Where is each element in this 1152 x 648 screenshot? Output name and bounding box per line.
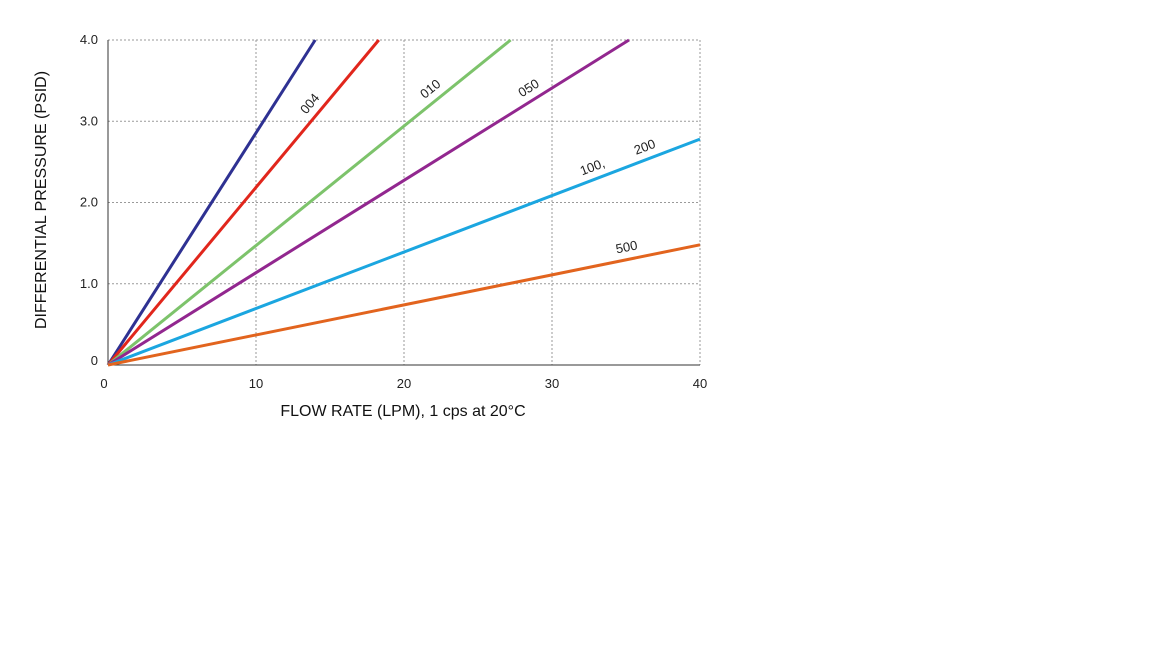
x-tick-label: 10 (249, 376, 263, 391)
x-tick-label: 30 (545, 376, 559, 391)
series-line (107, 38, 630, 367)
series-label-group: 500 (614, 237, 638, 256)
y-tick-label: 0 (91, 353, 98, 368)
series-line (107, 243, 701, 367)
axes: 0 1.0 2.0 3.0 4.0 0 10 20 30 40 (80, 32, 707, 391)
grid (108, 39, 701, 365)
series-label: 200 (632, 136, 658, 158)
x-tick-label: 20 (397, 376, 411, 391)
y-axis-label: DIFFERENTIAL PRESSURE (PSID) (33, 71, 50, 329)
y-tick-label: 2.0 (80, 195, 98, 210)
x-tick-label: 0 (100, 376, 107, 391)
x-axis-label: FLOW RATE (LPM), 1 cps at 20°C (280, 403, 525, 420)
series-lines (106, 38, 701, 367)
series-line (106, 39, 317, 366)
series-line (107, 38, 512, 367)
x-tick-label: 40 (693, 376, 707, 391)
series-label: 500 (614, 237, 638, 256)
series-line (106, 39, 380, 366)
y-tick-label: 3.0 (80, 113, 98, 128)
y-tick-label: 1.0 (80, 276, 98, 291)
y-tick-label: 4.0 (80, 32, 98, 47)
series-line (107, 137, 701, 367)
